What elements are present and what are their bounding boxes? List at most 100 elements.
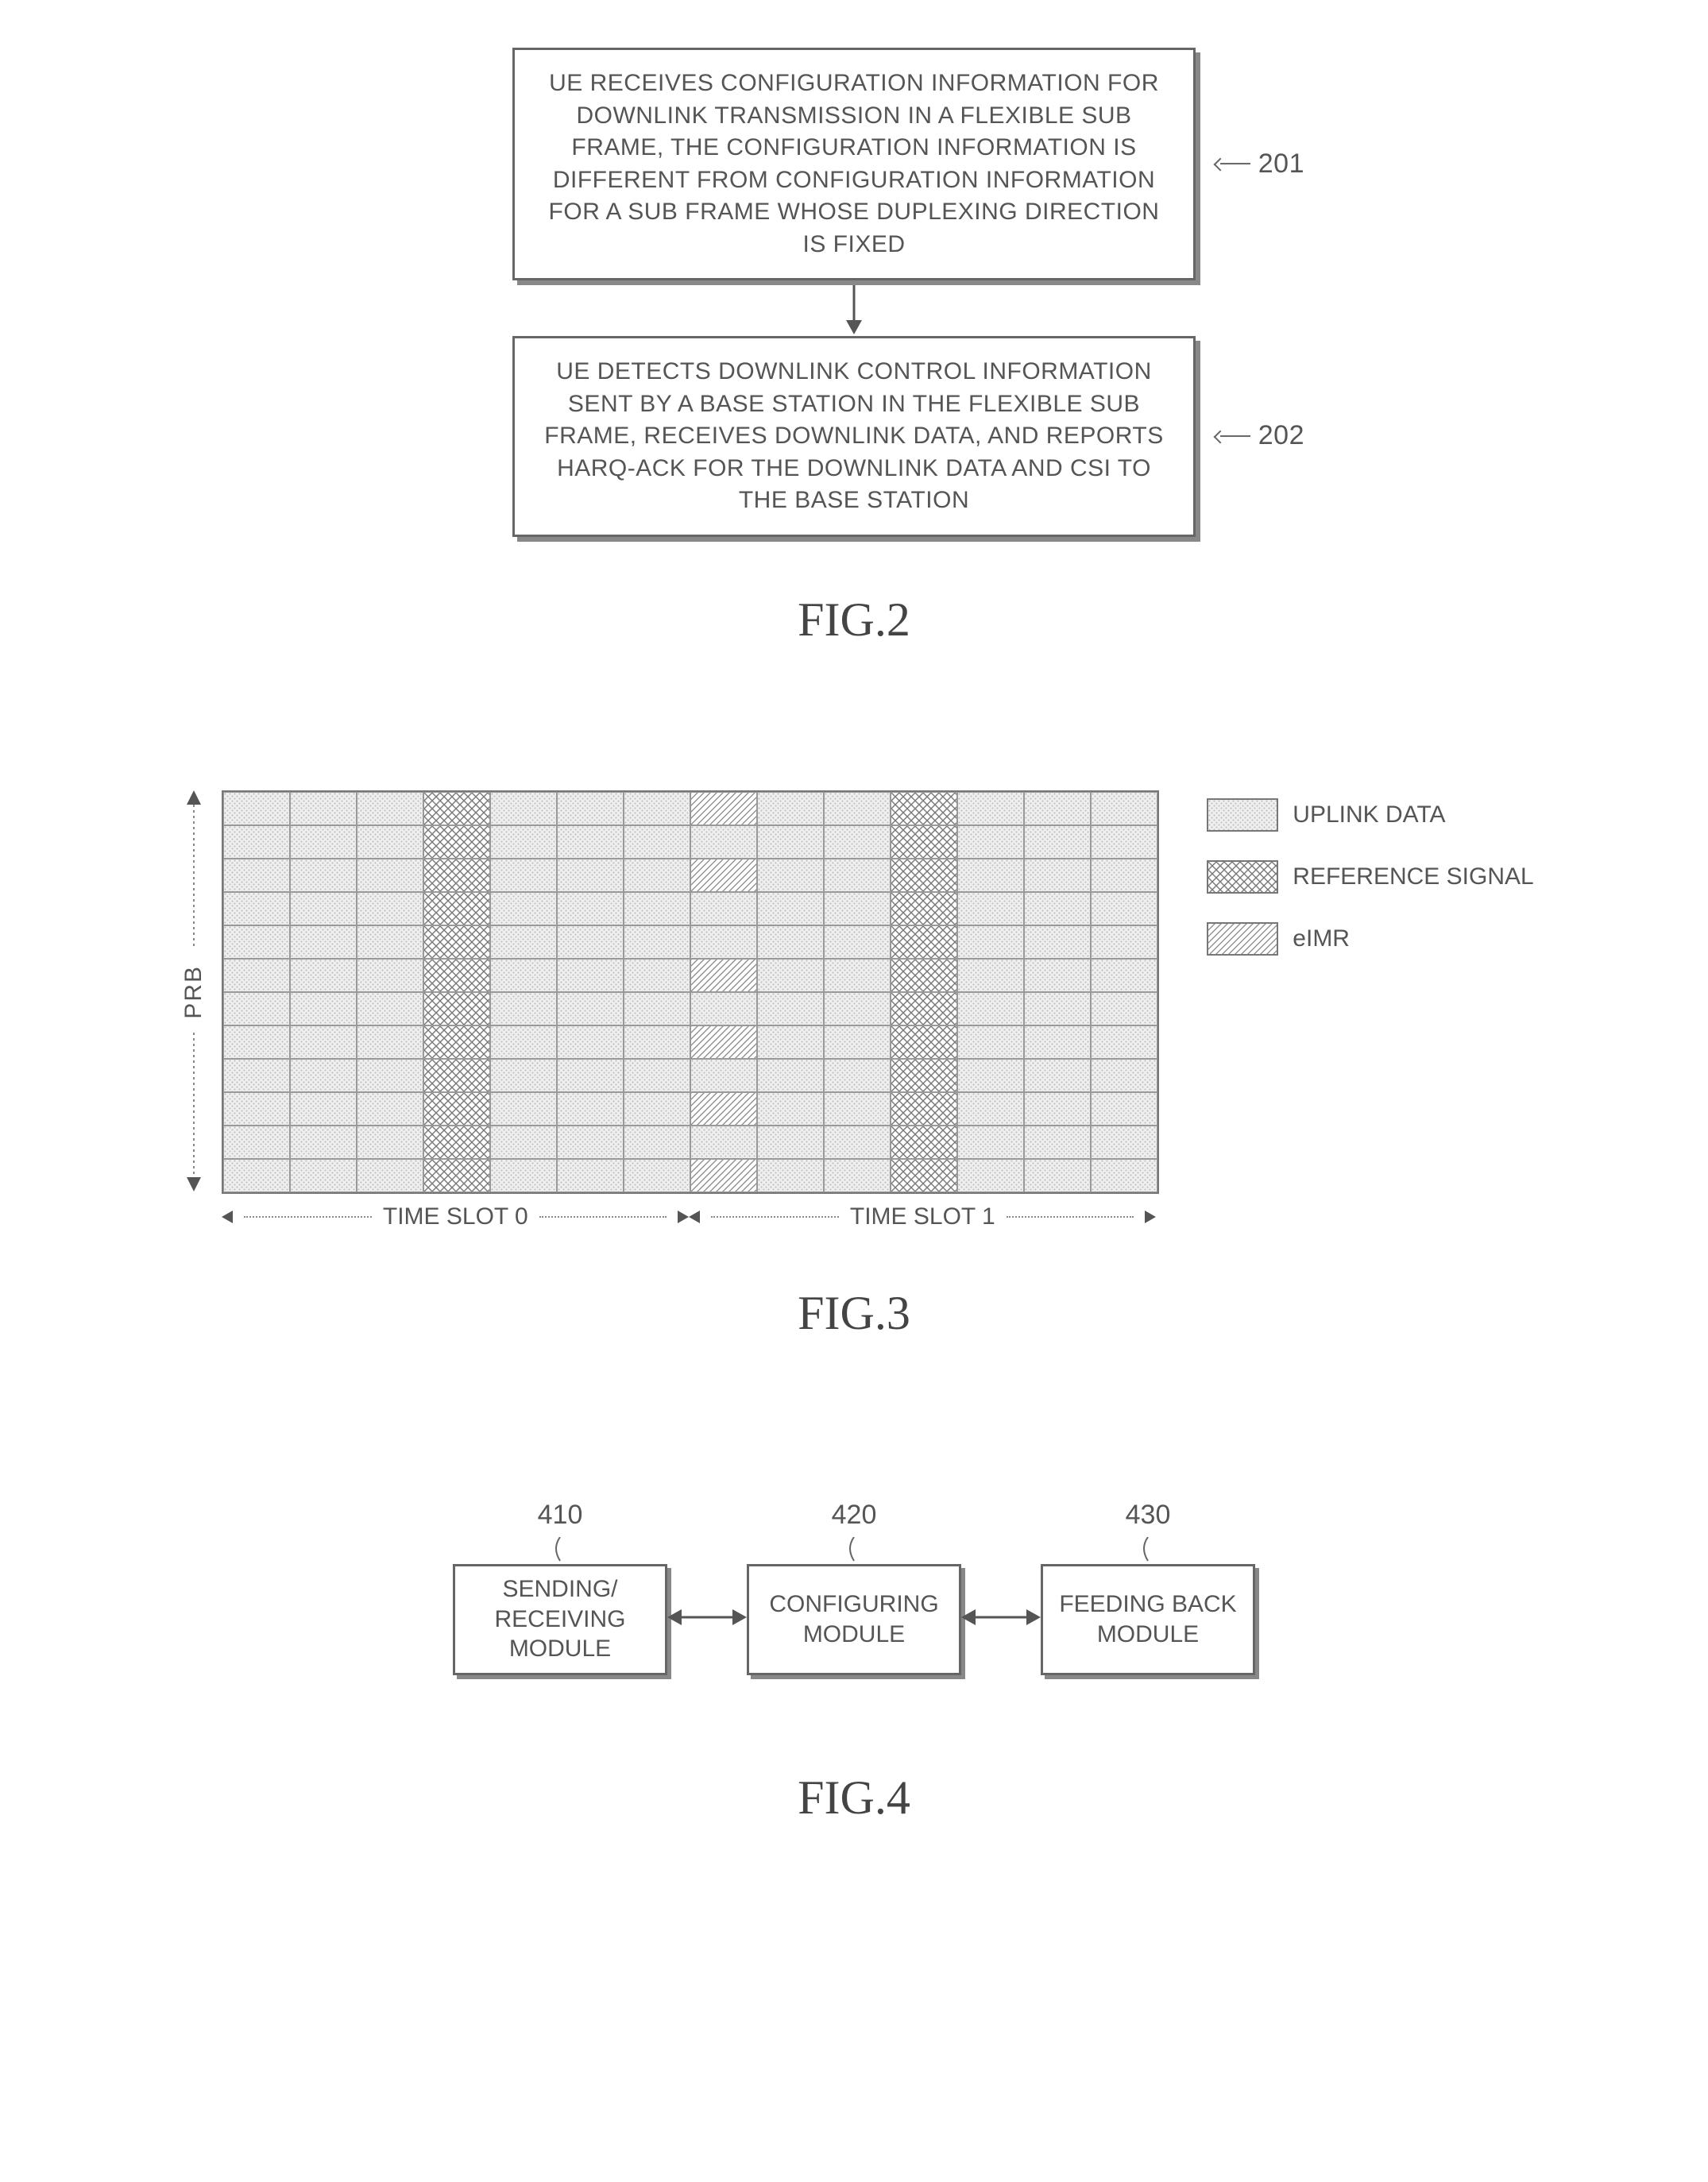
fig3-legend-ref: REFERENCE SIGNAL xyxy=(1207,860,1533,894)
grid-cell-uplink xyxy=(557,1025,624,1059)
grid-cell-uplink xyxy=(957,825,1024,859)
grid-cell-uplink xyxy=(757,792,824,825)
grid-cell-uplink xyxy=(757,859,824,892)
fig3-legend-eimr-label: eIMR xyxy=(1293,925,1350,952)
grid-cell-eimr xyxy=(690,959,757,992)
fig4-module-430: 430 FEEDING BACK MODULE xyxy=(1041,1500,1255,1675)
fig3-timeslot0: TIME SLOT 0 xyxy=(222,1203,689,1230)
grid-cell-uplink xyxy=(290,1092,357,1126)
fig2-step-201: UE RECEIVES CONFIGURATION INFORMATION FO… xyxy=(512,48,1196,280)
fig3-legend: UPLINK DATA REFERENCE SIGNAL eIMR xyxy=(1207,798,1533,956)
grid-cell-uplink xyxy=(557,1092,624,1126)
fig4-module-430-box: FEEDING BACK MODULE xyxy=(1041,1564,1255,1675)
grid-cell-uplink xyxy=(1024,859,1091,892)
grid-cell-ref xyxy=(891,792,957,825)
fig2-flowchart: UE RECEIVES CONFIGURATION INFORMATION FO… xyxy=(0,48,1708,647)
grid-cell-uplink xyxy=(757,959,824,992)
grid-cell-uplink xyxy=(624,859,690,892)
fig4-module-410-num: 410 xyxy=(538,1500,583,1531)
grid-cell-uplink xyxy=(824,1092,891,1126)
fig3-prb-label: PRB xyxy=(180,965,207,1019)
grid-cell-uplink xyxy=(690,825,757,859)
grid-cell-uplink xyxy=(357,792,423,825)
grid-cell-uplink xyxy=(490,1059,557,1092)
grid-cell-ref xyxy=(423,1025,490,1059)
fig3-legend-uplink-swatch xyxy=(1207,798,1278,832)
grid-cell-uplink xyxy=(624,892,690,925)
fig4-module-410-label: SENDING/ RECEIVING MODULE xyxy=(463,1574,657,1664)
double-arrow-icon xyxy=(961,1607,1041,1628)
grid-cell-uplink xyxy=(1091,859,1157,892)
fig3-timeslot0-label: TIME SLOT 0 xyxy=(383,1203,528,1230)
grid-cell-uplink xyxy=(824,825,891,859)
grid-cell-uplink xyxy=(824,892,891,925)
grid-cell-eimr xyxy=(690,792,757,825)
grid-cell-uplink xyxy=(1024,825,1091,859)
grid-cell-uplink xyxy=(223,1059,290,1092)
grid-cell-uplink xyxy=(357,959,423,992)
fig4-caption: FIG.4 xyxy=(798,1771,910,1825)
grid-cell-uplink xyxy=(757,1126,824,1159)
grid-cell-uplink xyxy=(557,1159,624,1192)
grid-cell-uplink xyxy=(757,992,824,1025)
fig3-caption: FIG.3 xyxy=(798,1286,910,1341)
grid-cell-uplink xyxy=(490,825,557,859)
grid-cell-uplink xyxy=(223,959,290,992)
grid-cell-uplink xyxy=(957,959,1024,992)
fig4-module-430-num: 430 xyxy=(1126,1500,1171,1531)
fig3-legend-ref-swatch xyxy=(1207,860,1278,894)
grid-cell-uplink xyxy=(490,1092,557,1126)
grid-cell-uplink xyxy=(957,1159,1024,1192)
leader-line-icon xyxy=(544,1537,576,1564)
grid-cell-uplink xyxy=(557,925,624,959)
grid-cell-uplink xyxy=(824,992,891,1025)
grid-cell-ref xyxy=(423,892,490,925)
fig4-module-420-box: CONFIGURING MODULE xyxy=(747,1564,961,1675)
grid-cell-uplink xyxy=(490,1025,557,1059)
grid-cell-uplink xyxy=(1024,1159,1091,1192)
grid-cell-ref xyxy=(891,825,957,859)
grid-cell-uplink xyxy=(290,925,357,959)
grid-cell-uplink xyxy=(957,892,1024,925)
fig2-step-202-ref: 202 xyxy=(1220,418,1304,454)
grid-cell-uplink xyxy=(223,1159,290,1192)
grid-cell-ref xyxy=(423,992,490,1025)
fig4-module-420-num: 420 xyxy=(832,1500,877,1531)
grid-cell-uplink xyxy=(357,825,423,859)
grid-cell-ref xyxy=(423,1126,490,1159)
grid-cell-uplink xyxy=(223,925,290,959)
grid-cell-uplink xyxy=(757,1025,824,1059)
grid-cell-uplink xyxy=(290,859,357,892)
fig3-legend-uplink: UPLINK DATA xyxy=(1207,798,1533,832)
grid-cell-uplink xyxy=(1024,1025,1091,1059)
grid-cell-ref xyxy=(891,925,957,959)
grid-cell-uplink xyxy=(557,959,624,992)
grid-cell-uplink xyxy=(1024,792,1091,825)
grid-cell-uplink xyxy=(757,1159,824,1192)
grid-cell-ref xyxy=(423,959,490,992)
grid-cell-ref xyxy=(891,959,957,992)
grid-cell-eimr xyxy=(690,1092,757,1126)
triangle-right-icon xyxy=(1145,1211,1156,1223)
grid-cell-uplink xyxy=(624,925,690,959)
grid-cell-uplink xyxy=(1024,1092,1091,1126)
grid-cell-uplink xyxy=(957,1025,1024,1059)
grid-cell-uplink xyxy=(490,1159,557,1192)
grid-cell-uplink xyxy=(1024,992,1091,1025)
grid-cell-uplink xyxy=(557,825,624,859)
fig4-module-420: 420 CONFIGURING MODULE xyxy=(747,1500,961,1675)
grid-cell-uplink xyxy=(357,892,423,925)
grid-cell-eimr xyxy=(690,1159,757,1192)
grid-cell-uplink xyxy=(357,992,423,1025)
fig2-step-201-text: UE RECEIVES CONFIGURATION INFORMATION FO… xyxy=(549,70,1160,257)
fig3-legend-uplink-label: UPLINK DATA xyxy=(1293,801,1445,828)
grid-cell-uplink xyxy=(1024,1126,1091,1159)
grid-cell-uplink xyxy=(557,1126,624,1159)
fig4-module-420-label: CONFIGURING MODULE xyxy=(757,1589,951,1649)
fig4-block-diagram: 410 SENDING/ RECEIVING MODULE 420 xyxy=(0,1500,1708,1825)
grid-cell-uplink xyxy=(490,925,557,959)
fig3-legend-ref-label: REFERENCE SIGNAL xyxy=(1293,863,1533,890)
grid-cell-uplink xyxy=(290,1025,357,1059)
grid-cell-uplink xyxy=(223,1092,290,1126)
grid-cell-ref xyxy=(423,1059,490,1092)
